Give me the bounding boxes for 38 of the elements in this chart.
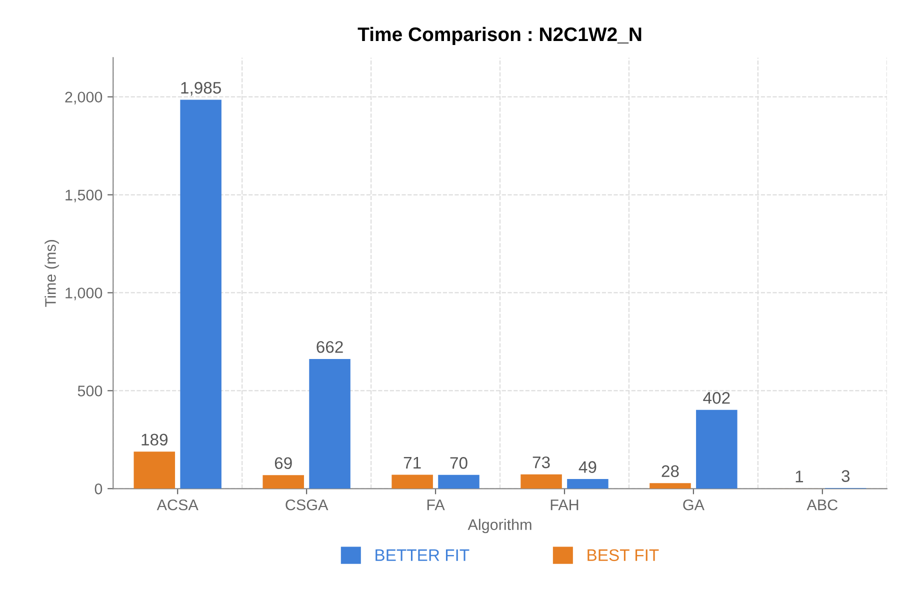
data-label: 69 [274,457,292,470]
data-label: 49 [578,461,596,473]
x-tick-label: CSGA [286,499,328,510]
data-label: 73 [532,456,550,468]
y-tick-label: 2,000 [65,92,102,104]
data-label: 189 [142,434,168,446]
data-label: 70 [450,457,468,469]
y-tick-label: 500 [78,386,102,396]
bar [180,100,222,489]
x-tick-label: ACSA [156,499,198,510]
y-tick-label: 0 [94,484,102,494]
data-label: 71 [404,457,421,468]
x-axis-title: Algorithm [468,518,532,534]
data-label: 1 [796,470,804,482]
bar [520,474,562,489]
chart-title: Time Comparison : N2C1W2_N [358,26,642,46]
bar [134,452,176,489]
data-label: 3 [842,470,850,482]
y-tick-label: 1,500 [66,190,102,202]
data-label: 1,985 [181,82,221,96]
legend-label: BEST FIT [588,549,659,562]
bar [650,483,691,489]
data-label: 28 [662,465,679,478]
x-tick-label: FAH [550,500,578,510]
bar [438,474,480,489]
legend-label: BETTER FIT [376,549,470,561]
x-tick-label: GA [683,499,704,510]
bar [309,358,350,489]
data-label: 662 [316,341,343,353]
y-axis-title: Time (ms) [44,240,59,307]
bar [567,479,608,489]
x-tick-label: FA [427,500,445,510]
bar [696,410,738,489]
x-tick-label: ABC [806,499,838,510]
bar [262,475,304,489]
bar [392,474,433,489]
y-tick-label: 1,000 [66,288,102,300]
data-label: 402 [703,392,730,404]
